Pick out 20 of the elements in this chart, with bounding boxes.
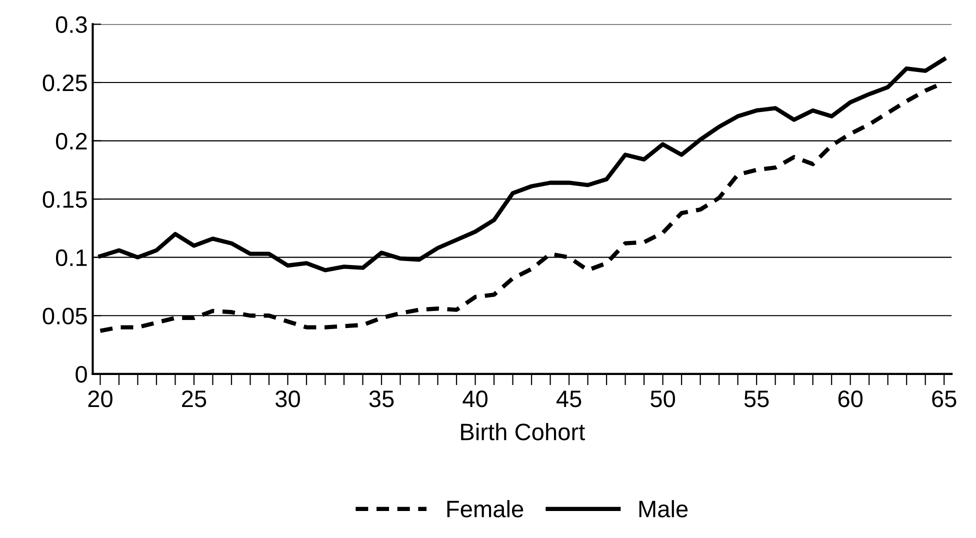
x-tick-label: 20 <box>88 390 112 408</box>
x-tick-label: 40 <box>462 390 488 408</box>
legend-label: Female <box>447 500 524 518</box>
x-tick-label: 30 <box>276 390 300 408</box>
x-tick-label: 35 <box>369 390 394 408</box>
x-tick-label: 65 <box>932 390 956 408</box>
x-axis-title: Birth Cohort <box>461 423 585 440</box>
y-tick-label: 0 <box>76 366 87 383</box>
y-tick-label: 0.15 <box>42 191 87 208</box>
x-tick-label: 60 <box>838 390 863 408</box>
y-tick-label: 0.05 <box>42 308 87 324</box>
legend-label: Male <box>639 500 688 518</box>
x-tick-label: 25 <box>182 390 206 408</box>
x-tick-label: 50 <box>650 390 676 408</box>
y-tick-label: 0.25 <box>42 74 87 92</box>
y-tick-label: 0.1 <box>56 249 87 266</box>
x-tick-label: 45 <box>556 390 582 408</box>
y-tick-label: 0.2 <box>56 132 87 150</box>
x-tick-label: 55 <box>744 390 769 408</box>
y-tick-label: 0.3 <box>56 16 87 33</box>
